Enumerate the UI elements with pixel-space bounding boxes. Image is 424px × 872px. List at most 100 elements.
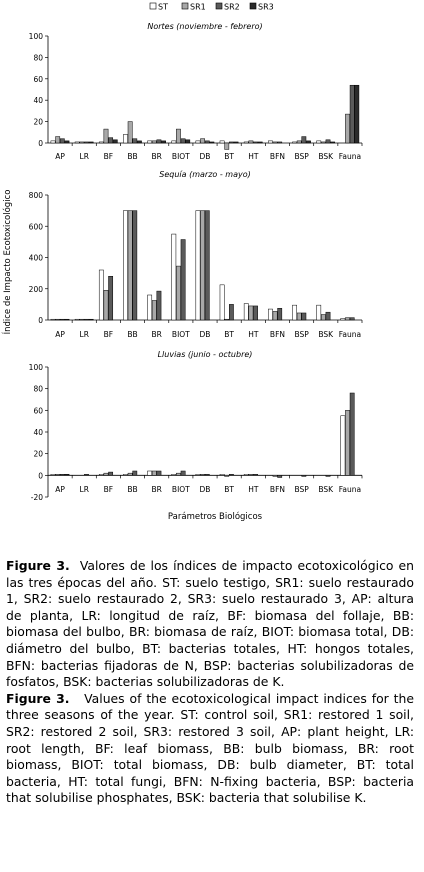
bar-sr1-biot [176, 265, 181, 321]
bar-st-biot [171, 140, 177, 144]
bar-st-br [147, 294, 153, 321]
legend-label-sr2: SR2 [224, 3, 240, 12]
bar-sr1-fauna [345, 113, 350, 144]
x-tick-label: BSP [294, 330, 309, 339]
bar-st-lr [74, 141, 80, 144]
bar-st-bf [98, 474, 104, 476]
bar-st-ht [243, 303, 249, 321]
y-tick-label: 80 [33, 385, 43, 394]
bar-st-bt [219, 284, 225, 321]
bar-sr1-bsp [296, 312, 302, 321]
bar-sr1-bt [224, 142, 230, 150]
bar-sr2-ht [253, 141, 258, 144]
bar-sr1-ap [55, 318, 61, 321]
x-tick-label: BFN [270, 330, 285, 339]
x-tick-label: LR [80, 485, 89, 494]
bar-sr2-br [156, 470, 162, 476]
bar-st-ap [50, 140, 56, 144]
chart-panel-nortes: Nortes (noviembre - febrero) 0 20 40 60 80 100… [29, 22, 363, 161]
x-tick-label: BIOT [172, 330, 190, 339]
bar-sr2-bf [108, 471, 114, 476]
bar-sr3-br [161, 140, 166, 144]
bar-sr1-bb [127, 472, 133, 476]
bar-st-ht [243, 474, 249, 476]
bar-sr1-db [200, 210, 205, 321]
bar-st-bf [98, 269, 104, 321]
bar-st-ap [50, 474, 56, 476]
x-tick-label: BSK [318, 485, 334, 494]
bar-sr2-ap [59, 318, 65, 321]
bar-sr2-br [156, 290, 162, 321]
bar-sr1-lr [79, 141, 85, 144]
bar-st-br [147, 470, 153, 476]
y-tick-label: 20 [33, 118, 43, 127]
x-tick-label: BB [127, 152, 137, 161]
y-tick-label: -20 [31, 493, 43, 502]
bar-sr2-ht [253, 305, 258, 321]
bar-sr2-bsk [325, 475, 331, 477]
bar-sr3-ap [64, 140, 70, 144]
bar-sr2-bfn [277, 308, 283, 321]
bar-sr1-fauna [345, 317, 350, 321]
bar-st-br [147, 140, 153, 144]
x-tick-label: DB [200, 330, 211, 339]
x-tick-label: BT [224, 485, 234, 494]
y-tick-label: 400 [29, 254, 44, 263]
x-tick-label: Fauna [339, 152, 361, 161]
bar-sr3-bsk [330, 141, 336, 144]
bar-st-ap [50, 318, 56, 321]
bar-sr1-ap [55, 136, 61, 144]
bar-st-bsk [316, 140, 322, 144]
bar-sr3-lr [88, 318, 94, 321]
bar-sr3-db [209, 141, 215, 144]
x-tick-label: BT [224, 330, 234, 339]
bar-sr2-db [204, 210, 210, 321]
bar-sr1-bf [103, 472, 109, 476]
bar-st-bt [219, 474, 225, 476]
bar-sr2-bf [108, 137, 114, 144]
x-tick-label: AP [55, 152, 65, 161]
x-tick-label: AP [55, 485, 65, 494]
bar-sr3-bf [112, 139, 118, 144]
x-tick-label: BF [104, 485, 113, 494]
bar-sr1-bt [224, 318, 230, 321]
bar-st-bfn [268, 308, 273, 321]
bar-st-bsk [316, 304, 322, 321]
bar-sr3-fauna [354, 84, 360, 144]
y-tick-label: 60 [33, 75, 43, 84]
x-tick-label: BB [127, 330, 137, 339]
bar-sr2-br [156, 139, 162, 144]
bar-sr2-db [204, 474, 210, 476]
bar-sr3-ap [64, 318, 70, 321]
x-tick-label: BF [104, 330, 113, 339]
x-tick-label: HT [248, 152, 259, 161]
legend-label-sr3: SR3 [258, 3, 274, 12]
x-tick-label: BIOT [172, 152, 190, 161]
caption-en-label: Figure 3. [6, 690, 70, 706]
bar-st-fauna [340, 318, 346, 321]
bar-sr1-bsk [320, 141, 326, 144]
figure-3-charts: ST SR1 SR2 SR3 Nortes (noviembre - febrero)… [1, 2, 363, 522]
bar-sr2-fauna [349, 84, 355, 144]
bar-st-bb [123, 210, 128, 321]
bar-sr2-biot [180, 138, 186, 144]
bar-sr3-lr [88, 141, 94, 144]
bar-st-bfn [268, 140, 273, 144]
caption-es: Figure 3. Valores de los índices de impa… [6, 558, 414, 691]
legend-swatch-sr2 [215, 2, 223, 10]
bar-sr3-ap [64, 474, 70, 476]
bar-st-bb [123, 134, 128, 144]
y-tick-label: 40 [33, 428, 43, 437]
chart-title: Lluvias (junio - octubre) [158, 350, 253, 359]
bar-sr2-biot [180, 239, 186, 321]
bar-sr2-bt [229, 304, 234, 321]
x-tick-label: DB [200, 485, 211, 494]
legend-label-st: ST [158, 3, 168, 12]
bar-sr1-biot [176, 128, 181, 144]
bar-st-lr [74, 318, 80, 321]
x-tick-label: DB [200, 152, 211, 161]
y-tick-label: 40 [33, 96, 43, 105]
bar-sr1-br [151, 140, 157, 144]
bar-sr2-bb [132, 210, 138, 321]
bar-sr3-biot [185, 139, 191, 144]
